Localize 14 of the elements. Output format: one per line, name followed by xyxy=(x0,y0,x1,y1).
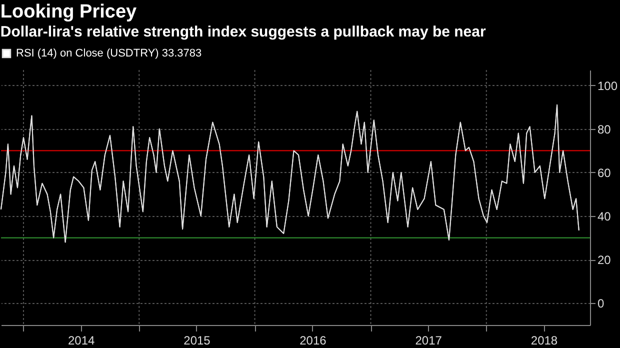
x-tick-label: 2015 xyxy=(184,334,211,348)
x-tick-label: 2017 xyxy=(415,334,442,348)
legend-label: RSI (14) on Close (USDTRY) 33.3783 xyxy=(16,48,202,60)
y-tick-label: 40 xyxy=(598,210,612,224)
y-tick-label: 60 xyxy=(598,166,612,180)
y-tick-label: 100 xyxy=(598,78,618,93)
y-tick-label: 20 xyxy=(598,253,612,268)
y-tick-label: 0 xyxy=(598,296,604,311)
x-tick-label: 2018 xyxy=(530,334,558,348)
chart-title: Looking Pricey xyxy=(0,2,138,22)
x-tick-label: 2014 xyxy=(68,334,96,348)
chart-subtitle: Dollar-lira's relative strength index suggests a pullback may be near xyxy=(0,24,486,40)
x-tick-label: 2016 xyxy=(300,334,327,348)
y-tick-label: 80 xyxy=(598,122,612,136)
